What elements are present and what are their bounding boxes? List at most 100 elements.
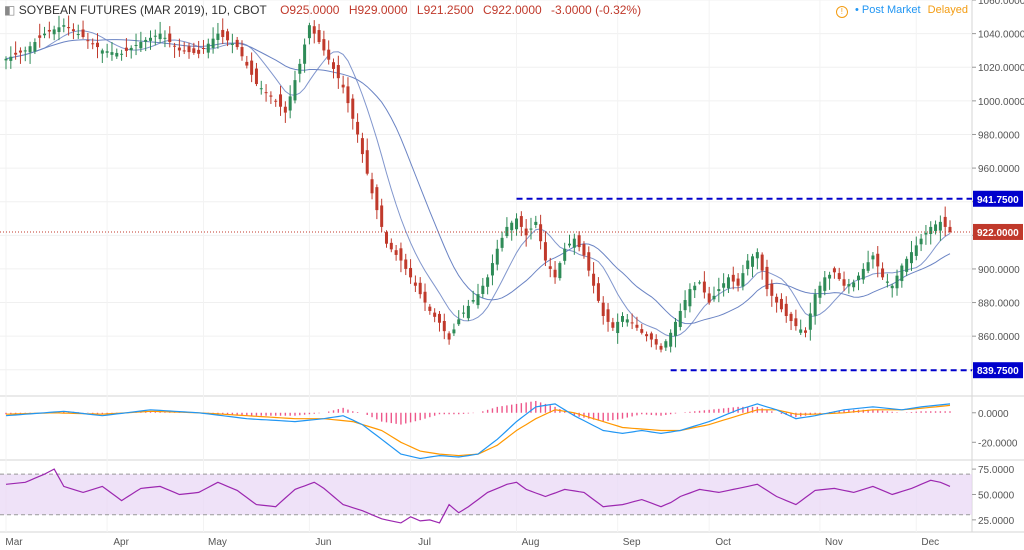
candle-body bbox=[139, 42, 143, 49]
candle-body bbox=[481, 285, 485, 294]
candle-body bbox=[620, 316, 624, 322]
candle-body bbox=[490, 263, 494, 276]
candle-body bbox=[529, 228, 533, 230]
y-tick-label: 960.0000 bbox=[978, 164, 1020, 175]
y-tick-label: 1060.0000 bbox=[978, 0, 1024, 7]
candle-body bbox=[736, 278, 740, 286]
post-market-label: • Post Market bbox=[854, 4, 921, 16]
candle-body bbox=[437, 313, 441, 323]
y-tick-label: 75.0000 bbox=[978, 465, 1015, 476]
candle-body bbox=[375, 187, 379, 211]
x-tick-label: Oct bbox=[715, 537, 731, 548]
candle-body bbox=[259, 88, 263, 90]
candle-body bbox=[524, 228, 528, 236]
candle-body bbox=[712, 295, 716, 300]
candle-body bbox=[847, 284, 851, 287]
level-label: 839.7500 bbox=[977, 366, 1019, 377]
candle-body bbox=[707, 293, 711, 303]
high-value: H929.0000 bbox=[348, 3, 408, 17]
candle-body bbox=[572, 238, 576, 248]
candle-body bbox=[601, 302, 605, 316]
x-tick-label: Jul bbox=[418, 537, 431, 548]
candle-body bbox=[303, 44, 307, 64]
level-label-box bbox=[973, 362, 1023, 379]
y-tick-label: 980.0000 bbox=[978, 130, 1020, 141]
candle-body bbox=[327, 49, 331, 60]
candle-body bbox=[789, 313, 793, 322]
signal-line bbox=[5, 404, 951, 457]
candle-body bbox=[452, 329, 456, 334]
y-tick-label: 0.0000 bbox=[978, 409, 1009, 420]
candle-body bbox=[81, 29, 85, 37]
candle-body bbox=[698, 282, 702, 284]
rsi-band bbox=[0, 474, 972, 515]
candle-body bbox=[770, 283, 774, 296]
candle-body bbox=[611, 322, 615, 328]
candle-body bbox=[206, 43, 210, 53]
x-tick-label: Sep bbox=[623, 537, 641, 548]
candle-body bbox=[895, 275, 899, 289]
candle-body bbox=[861, 268, 865, 280]
y-tick-label: 1000.0000 bbox=[978, 97, 1024, 108]
collapse-icon[interactable]: ◧ bbox=[4, 3, 16, 17]
macd-line bbox=[5, 403, 951, 460]
x-tick-label: Jun bbox=[315, 537, 331, 548]
low-value: L921.2500 bbox=[416, 3, 474, 17]
candle-body bbox=[519, 216, 523, 227]
candle-body bbox=[216, 33, 220, 40]
candle-body bbox=[659, 345, 663, 350]
rsi-line bbox=[5, 468, 951, 524]
candle-body bbox=[760, 254, 764, 271]
candle-body bbox=[548, 266, 552, 269]
candle-body bbox=[418, 282, 422, 295]
candle-body bbox=[881, 268, 885, 278]
candle-body bbox=[746, 260, 750, 270]
price-pane bbox=[0, 15, 972, 372]
candle-body bbox=[563, 248, 567, 261]
candle-body bbox=[264, 92, 268, 94]
y-tick-label: 25.0000 bbox=[978, 516, 1015, 527]
y-tick-label: 1040.0000 bbox=[978, 30, 1024, 41]
candle-body bbox=[317, 30, 321, 43]
clock-icon: ! bbox=[835, 6, 848, 18]
candle-body bbox=[625, 319, 629, 323]
slow-moving-average bbox=[5, 39, 951, 325]
candle-body bbox=[905, 258, 909, 272]
candle-body bbox=[4, 58, 8, 61]
candle-body bbox=[722, 283, 726, 288]
candle-body bbox=[640, 329, 644, 333]
candle-body bbox=[447, 333, 451, 340]
candle-body bbox=[755, 252, 759, 259]
candle-body bbox=[587, 252, 591, 271]
candle-body bbox=[909, 252, 913, 264]
candle-body bbox=[466, 305, 470, 319]
candle-body bbox=[124, 47, 128, 51]
x-tick-label: Apr bbox=[113, 537, 129, 548]
candle-body bbox=[389, 242, 393, 250]
candle-body bbox=[197, 49, 201, 54]
candle-body bbox=[144, 39, 148, 42]
candle-body bbox=[645, 334, 649, 337]
y-tick-label: 1020.0000 bbox=[978, 63, 1024, 74]
candle-body bbox=[409, 267, 413, 278]
candle-body bbox=[279, 94, 283, 107]
candle-body bbox=[336, 65, 340, 79]
candle-body bbox=[62, 25, 66, 27]
candle-body bbox=[442, 320, 446, 332]
candle-body bbox=[890, 285, 894, 289]
candle-body bbox=[726, 277, 730, 289]
candle-body bbox=[852, 282, 856, 288]
candle-body bbox=[115, 52, 119, 57]
candle-body bbox=[173, 45, 177, 47]
candle-body bbox=[384, 232, 388, 244]
candle-body bbox=[500, 237, 504, 248]
candle-body bbox=[57, 27, 61, 33]
candle-body bbox=[515, 218, 519, 230]
candle-body bbox=[240, 47, 244, 57]
x-tick-label: Dec bbox=[921, 537, 939, 548]
candle-body bbox=[168, 33, 172, 43]
candle-body bbox=[105, 51, 109, 53]
candle-body bbox=[476, 294, 480, 306]
candle-body bbox=[360, 138, 364, 155]
candle-body bbox=[919, 238, 923, 245]
